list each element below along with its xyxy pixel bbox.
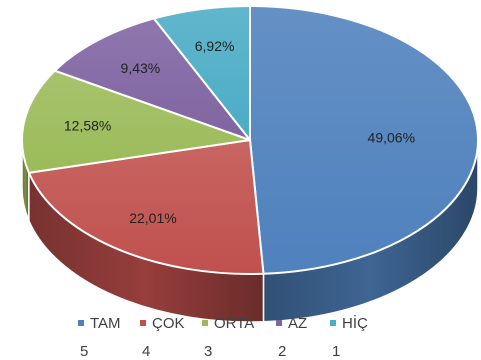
- legend-label: ÇOK: [152, 315, 185, 332]
- legend-marker: [78, 320, 84, 326]
- pie-slice-hi̇ç: [152, 5, 251, 141]
- data-label-az: 9,43%: [121, 60, 161, 76]
- legend-code: 2: [278, 343, 286, 360]
- data-label-çok: 22,01%: [129, 210, 176, 226]
- legend-label: ORTA: [214, 315, 254, 332]
- legend-code: 3: [204, 343, 212, 360]
- legend-marker: [140, 320, 146, 326]
- legend-label: TAM: [90, 315, 121, 332]
- legend-marker: [330, 320, 336, 326]
- data-label-tam: 49,06%: [368, 130, 415, 146]
- legend-label: AZ: [288, 315, 307, 332]
- legend-marker: [276, 320, 282, 326]
- data-label-orta: 12,58%: [64, 118, 111, 134]
- pie-slice-tam: [249, 5, 479, 275]
- pie-slice-çok: [27, 139, 265, 275]
- legend-code: 5: [80, 343, 88, 360]
- legend-item-az: AZ2: [276, 315, 307, 360]
- legend-marker: [202, 320, 208, 326]
- pie-slice-az: [53, 17, 251, 141]
- legend-code: 4: [142, 343, 150, 360]
- pie-slice-orta: [21, 69, 251, 174]
- data-label-hi̇ç: 6,92%: [195, 38, 235, 54]
- legend-code: 1: [332, 343, 340, 360]
- legend-label: HİÇ: [342, 314, 368, 332]
- data-labels: 49,06% 22,01% 12,58% 9,43% 6,92%: [64, 38, 415, 226]
- pie-area: [21, 5, 479, 323]
